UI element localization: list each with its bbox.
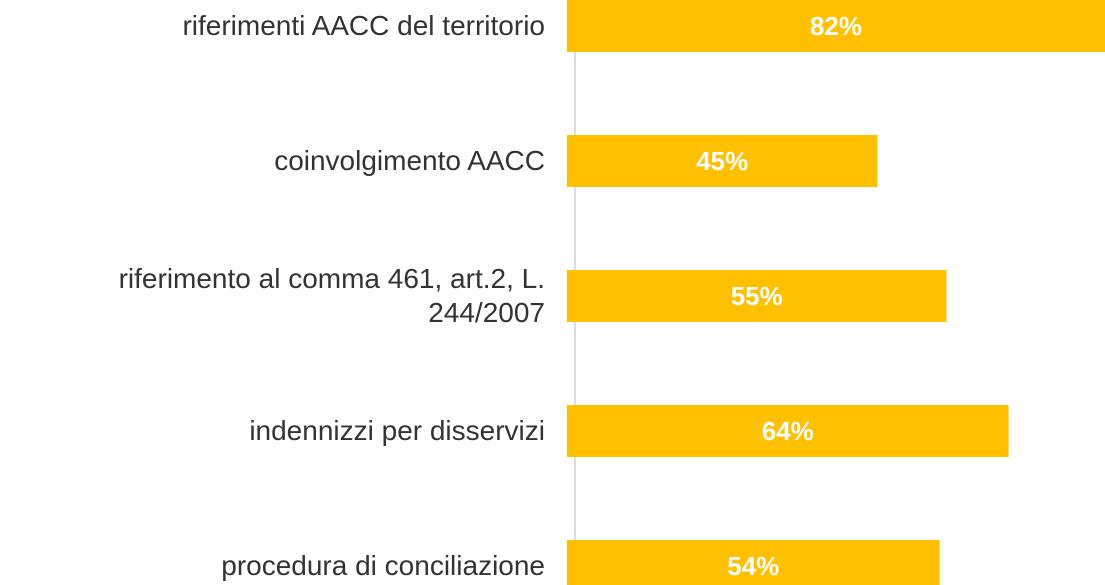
category-label: indennizzi per disservizi [249,415,545,446]
value-label: 55% [731,281,783,311]
value-label: 54% [727,551,779,581]
category-label: procedura di conciliazione [221,550,545,581]
category-label: riferimenti AACC del territorio [182,10,545,41]
bar [567,270,947,322]
value-label: 82% [810,11,862,41]
category-label: coinvolgimento AACC [274,145,545,176]
value-label: 64% [762,416,814,446]
value-label: 45% [696,146,748,176]
bar [567,405,1009,457]
category-label: riferimento al comma 461, art.2, L. 244/… [118,263,545,328]
bar [567,0,1105,52]
bar [567,540,940,585]
bar [567,135,878,187]
